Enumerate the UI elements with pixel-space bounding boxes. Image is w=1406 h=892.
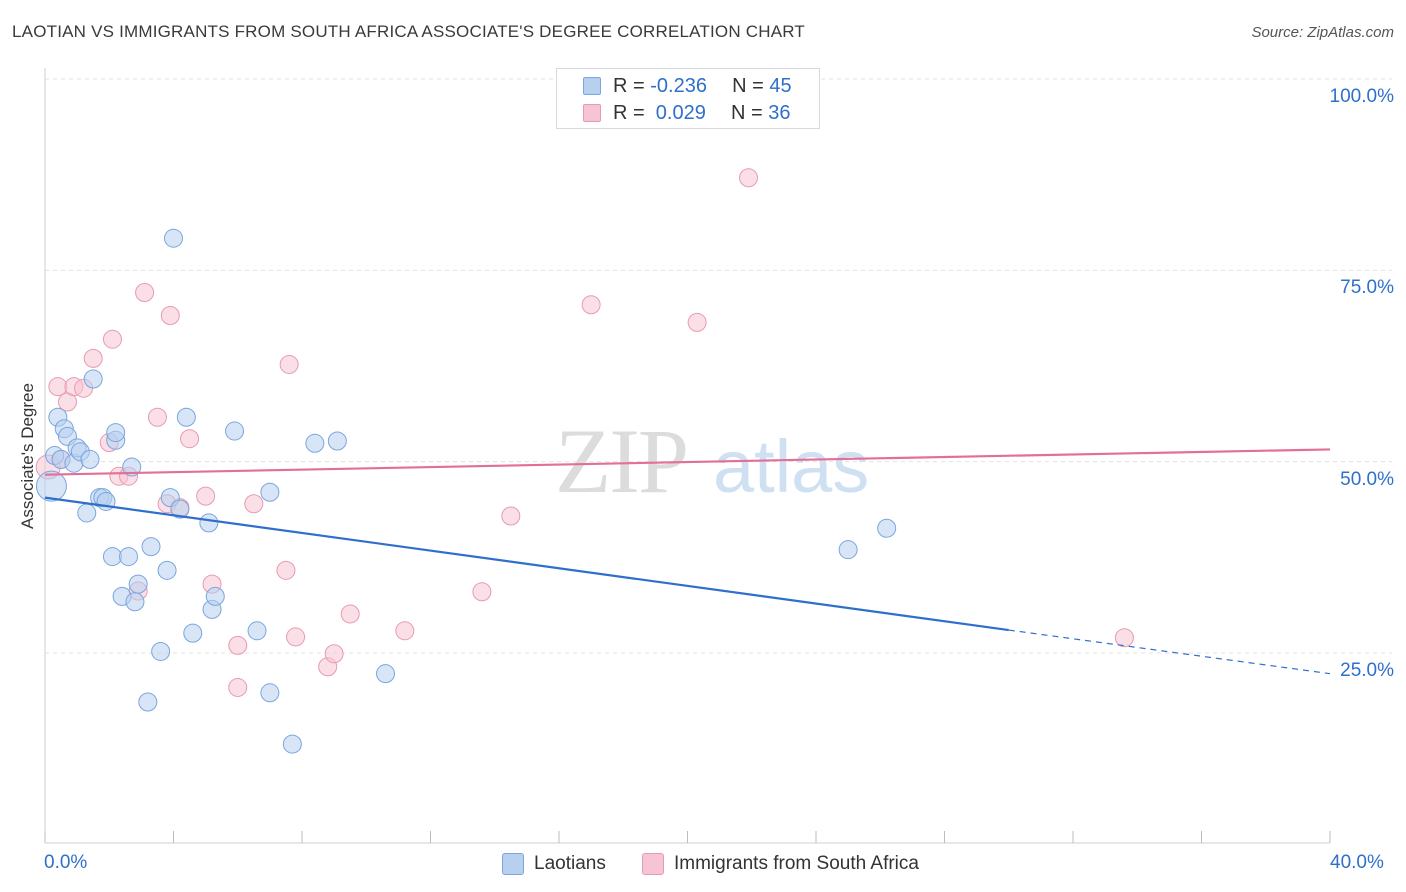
laotians-trend-extension xyxy=(1008,629,1331,675)
legend-label-south-africa: Immigrants from South Africa xyxy=(674,853,919,874)
legend-label-laotians: Laotians xyxy=(534,853,606,874)
south-africa-point xyxy=(244,494,264,514)
south-africa-point xyxy=(196,486,216,506)
laotians-point xyxy=(106,423,126,443)
laotians-point xyxy=(176,407,196,427)
laotians-point xyxy=(151,641,171,661)
y-tick-label: 75.0% xyxy=(1340,277,1394,299)
south-africa-point xyxy=(501,506,521,526)
laotians-point xyxy=(125,592,145,612)
south-africa-legend-swatch xyxy=(642,853,664,875)
south-africa-point xyxy=(279,354,299,374)
r-value: -0.236 xyxy=(650,75,707,97)
south-africa-point xyxy=(135,283,155,303)
laotians-point xyxy=(122,457,142,477)
laotians-trend-line xyxy=(44,496,1009,632)
x-tick-label-min: 0.0% xyxy=(44,852,88,873)
laotians-point xyxy=(77,503,97,523)
south-africa-point xyxy=(1114,628,1134,648)
laotians-point xyxy=(170,499,190,519)
laotians-point xyxy=(260,482,280,502)
south-africa-point xyxy=(228,635,248,655)
south-africa-point xyxy=(472,582,492,602)
series-legend: Laotians Immigrants from South Africa xyxy=(0,852,1406,878)
laotians-point xyxy=(119,547,139,567)
watermark-zip: ZIP xyxy=(555,410,687,512)
y-axis-title: Associate's Degree xyxy=(18,383,37,529)
south-africa-point xyxy=(395,621,415,641)
south-africa-point xyxy=(286,627,306,647)
laotians-point xyxy=(157,560,177,580)
source-label: Source: ZipAtlas.com xyxy=(1251,24,1394,41)
x-tick-label-max: 40.0% xyxy=(1330,852,1384,873)
laotians-point xyxy=(80,449,100,469)
laotians-point xyxy=(877,518,897,538)
south-africa-point xyxy=(324,644,344,664)
laotians-point xyxy=(199,513,219,533)
laotians-point xyxy=(102,547,122,567)
south-africa-point xyxy=(102,329,122,349)
south-africa-point xyxy=(228,677,248,697)
laotians-point xyxy=(183,623,203,643)
stats-legend: R = -0.236 N = 45 R = 0.029 N = 36 xyxy=(556,68,820,129)
south-africa-swatch xyxy=(583,104,601,122)
n-label: N = xyxy=(732,75,770,97)
laotians-point xyxy=(305,433,325,453)
r-label: R = xyxy=(613,102,651,124)
y-tick-label: 25.0% xyxy=(1340,660,1394,681)
south-africa-point xyxy=(687,312,707,332)
n-value: 45 xyxy=(769,75,792,97)
chart-title: LAOTIAN VS IMMIGRANTS FROM SOUTH AFRICA … xyxy=(12,22,805,41)
laotians-point xyxy=(205,586,225,606)
laotians-point xyxy=(260,683,280,703)
south-africa-point xyxy=(739,168,759,188)
laotians-legend-swatch xyxy=(502,853,524,875)
south-africa-point xyxy=(276,560,296,580)
south-africa-point xyxy=(83,348,103,368)
laotians-point xyxy=(83,369,103,389)
laotians-point xyxy=(247,621,267,641)
south-africa-point xyxy=(48,377,68,397)
laotians-point xyxy=(35,470,67,502)
laotians-point xyxy=(225,421,245,441)
laotians-point xyxy=(141,537,161,557)
south-africa-point xyxy=(340,604,360,624)
y-tick-label: 50.0% xyxy=(1340,468,1394,490)
south-africa-point xyxy=(147,407,167,427)
laotians-point xyxy=(376,664,396,684)
r-label: R = xyxy=(613,75,651,97)
laotians-point xyxy=(164,228,183,248)
watermark-atlas: atlas xyxy=(713,425,869,508)
laotians-point xyxy=(327,431,347,451)
n-value: 36 xyxy=(768,102,791,124)
south-africa-trend-line xyxy=(44,448,1331,476)
south-africa-point xyxy=(180,429,200,449)
south-africa-point xyxy=(581,295,601,315)
laotians-swatch xyxy=(583,77,601,95)
south-africa-point xyxy=(160,305,180,325)
laotians-point xyxy=(838,540,858,560)
laotians-point xyxy=(282,734,302,754)
laotians-point xyxy=(128,574,148,594)
r-value: 0.029 xyxy=(650,102,706,124)
y-tick-label: 100.0% xyxy=(1329,86,1394,107)
laotians-point xyxy=(138,692,158,712)
n-label: N = xyxy=(730,102,769,124)
